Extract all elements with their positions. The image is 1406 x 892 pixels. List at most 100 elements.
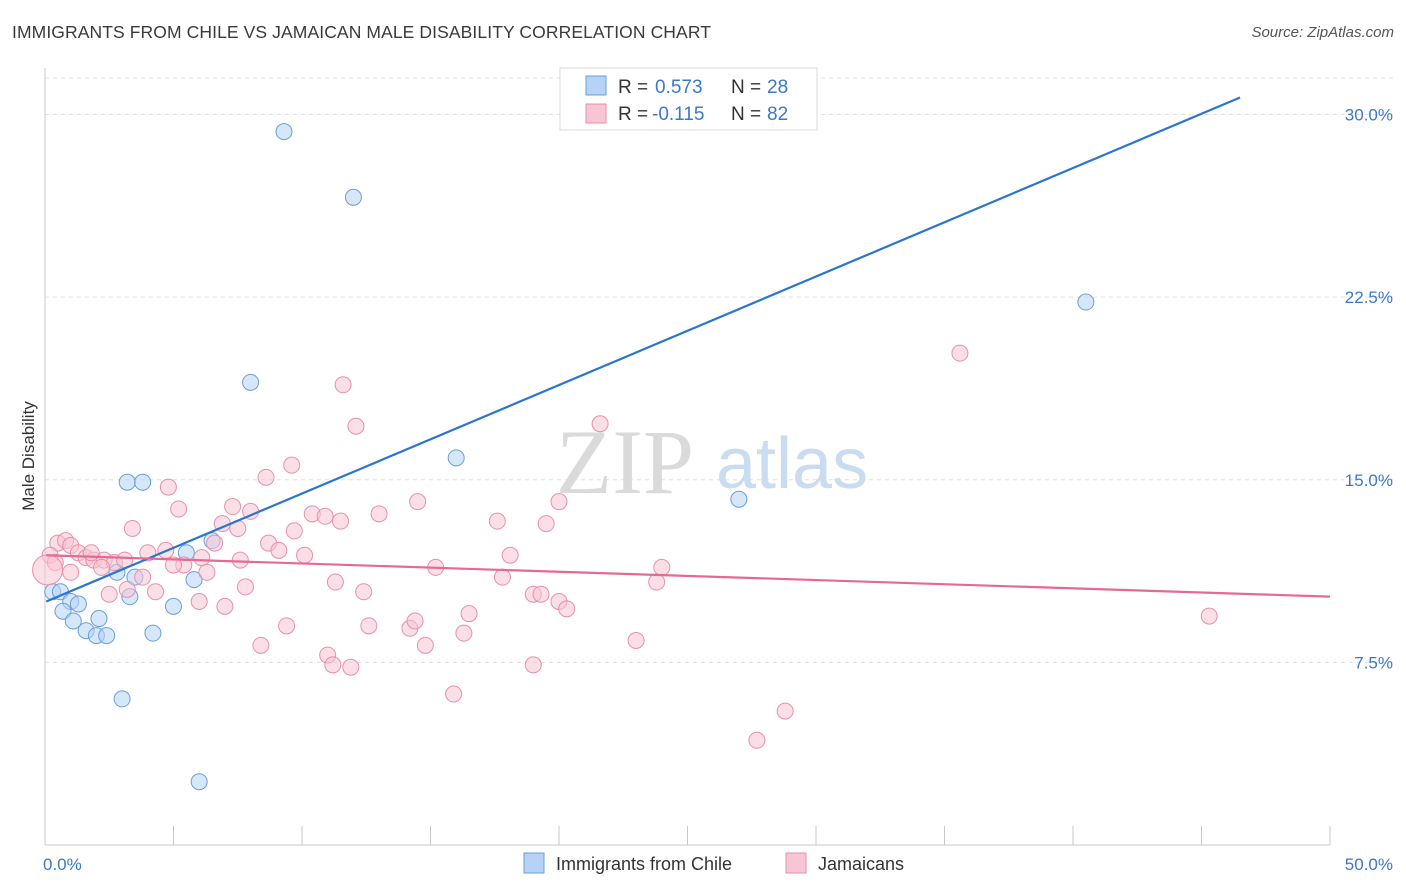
data-point bbox=[231, 551, 249, 569]
data-point bbox=[409, 493, 427, 511]
y-tick-label: 7.5% bbox=[1354, 653, 1393, 672]
legend-n-value-2: 82 bbox=[767, 104, 788, 125]
legend-r-value-2: -0.115 bbox=[652, 104, 704, 125]
legend-r-label-1: R = bbox=[618, 77, 653, 98]
bottom-legend-label-pink: Jamaicans bbox=[818, 854, 904, 874]
data-point bbox=[224, 498, 242, 516]
data-point bbox=[275, 123, 293, 141]
data-point bbox=[113, 690, 131, 708]
data-point bbox=[123, 519, 141, 537]
data-point bbox=[416, 636, 434, 654]
legend-swatch-pink bbox=[585, 103, 607, 124]
data-point bbox=[144, 624, 162, 642]
data-point bbox=[193, 549, 211, 567]
data-point bbox=[62, 563, 80, 581]
data-point bbox=[198, 563, 216, 581]
data-point bbox=[455, 624, 473, 642]
data-point bbox=[270, 541, 288, 559]
data-point bbox=[93, 558, 111, 576]
data-point bbox=[242, 373, 260, 391]
data-point bbox=[360, 617, 378, 635]
bottom-legend-swatch-pink bbox=[785, 852, 807, 874]
data-point bbox=[355, 583, 373, 601]
data-point bbox=[344, 188, 362, 206]
data-point bbox=[134, 568, 152, 586]
data-point bbox=[147, 583, 165, 601]
data-point bbox=[532, 585, 550, 603]
data-point bbox=[285, 522, 303, 540]
series-jamaicans bbox=[32, 344, 1218, 749]
legend-n-value-1: 28 bbox=[767, 77, 788, 98]
data-point bbox=[316, 507, 334, 525]
data-point bbox=[445, 685, 463, 703]
data-point bbox=[1200, 607, 1218, 625]
data-point bbox=[82, 544, 100, 562]
watermark: ZIP atlas bbox=[556, 411, 868, 513]
data-point bbox=[216, 597, 234, 615]
data-point bbox=[165, 556, 182, 574]
data-point bbox=[653, 558, 671, 576]
data-point bbox=[648, 573, 666, 591]
bottom-legend-label-blue: Immigrants from Chile bbox=[556, 854, 732, 874]
data-point bbox=[776, 702, 794, 720]
x-tick-label-min: 0.0% bbox=[43, 855, 82, 874]
data-point bbox=[278, 617, 296, 635]
y-tick-label: 22.5% bbox=[1345, 288, 1393, 307]
data-point bbox=[134, 473, 152, 491]
y-tick-label: 15.0% bbox=[1345, 471, 1393, 490]
legend-swatch-blue bbox=[585, 75, 607, 96]
chart-source: Source: ZipAtlas.com bbox=[1251, 24, 1394, 41]
y-axis-title: Male Disability bbox=[19, 401, 38, 511]
data-point bbox=[332, 512, 350, 530]
data-point bbox=[165, 597, 182, 615]
data-point bbox=[748, 731, 766, 749]
watermark-atlas: atlas bbox=[716, 424, 868, 504]
watermark-zip: ZIP bbox=[556, 411, 694, 513]
data-point bbox=[100, 585, 118, 603]
data-point bbox=[90, 610, 108, 628]
gridlines bbox=[45, 77, 1393, 663]
bottom-legend-swatch-blue bbox=[523, 852, 545, 874]
data-point bbox=[170, 500, 188, 518]
data-point bbox=[69, 595, 87, 613]
x-ticks bbox=[44, 826, 1331, 845]
data-point bbox=[206, 534, 224, 552]
data-point bbox=[488, 512, 506, 530]
data-point bbox=[190, 773, 208, 791]
data-point bbox=[257, 468, 275, 486]
data-point bbox=[190, 593, 208, 611]
data-point-cluster bbox=[32, 554, 64, 586]
data-point bbox=[951, 344, 969, 362]
data-point bbox=[370, 505, 388, 523]
data-point bbox=[1077, 293, 1095, 311]
correlation-legend: R = 0.573 N = 28 R = -0.115 N = 82 bbox=[559, 67, 818, 131]
data-point bbox=[326, 573, 344, 591]
data-point bbox=[730, 490, 748, 508]
data-point bbox=[54, 602, 72, 620]
data-point bbox=[460, 605, 478, 623]
y-tick-labels: 7.5% 15.0% 22.5% 30.0% bbox=[1345, 106, 1393, 673]
data-point bbox=[493, 568, 511, 586]
x-tick-label-max: 50.0% bbox=[1345, 855, 1393, 874]
data-point bbox=[558, 600, 576, 618]
chart-title: IMMIGRANTS FROM CHILE VS JAMAICAN MALE D… bbox=[12, 22, 712, 42]
data-point bbox=[252, 636, 270, 654]
legend-r-value-1: 0.573 bbox=[655, 77, 703, 98]
trendlines bbox=[45, 96, 1331, 603]
data-point bbox=[159, 478, 177, 496]
data-point bbox=[296, 546, 314, 564]
trendline-immigrants-from-chile bbox=[45, 96, 1241, 603]
data-point bbox=[347, 417, 365, 435]
data-point bbox=[591, 415, 609, 433]
data-point bbox=[64, 612, 82, 630]
data-point bbox=[236, 578, 254, 596]
data-point bbox=[447, 449, 465, 467]
data-point bbox=[537, 515, 555, 533]
data-point bbox=[118, 473, 136, 491]
data-point bbox=[334, 376, 352, 394]
trendline-jamaicans bbox=[46, 554, 1331, 598]
data-point bbox=[524, 656, 542, 674]
data-point bbox=[185, 571, 203, 589]
legend-n-label-2: N = bbox=[731, 104, 766, 125]
